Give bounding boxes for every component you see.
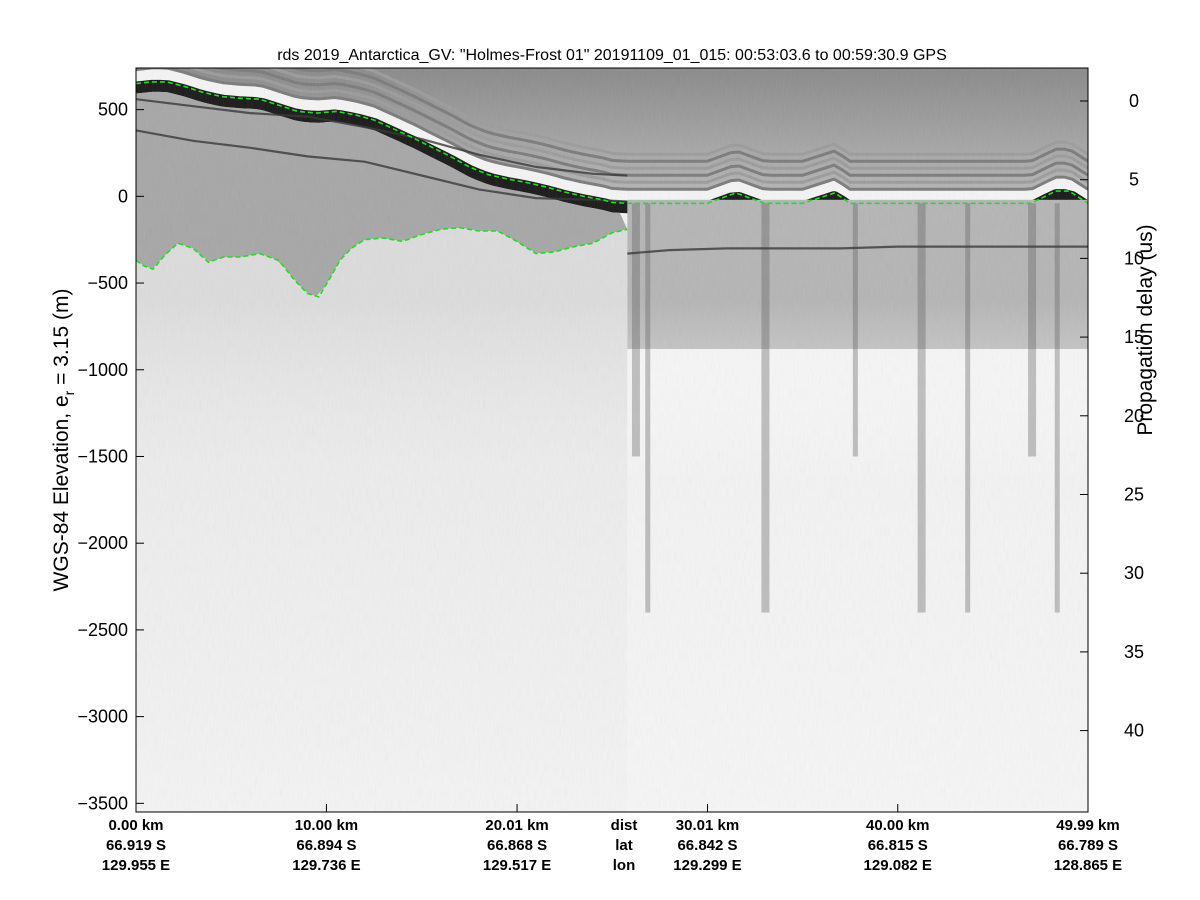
bottom-dist-label: 49.99 km (1056, 817, 1119, 834)
bottom-lon-label: 129.082 E (864, 857, 932, 874)
right-tick-label: 15 (1124, 327, 1144, 347)
left-tick-label: −1500 (77, 446, 128, 466)
left-tick-label: 0 (118, 186, 128, 206)
internal-layer (627, 245, 1088, 255)
bottom-row-header-dist: dist (611, 817, 638, 834)
left-tick-label: −500 (87, 273, 128, 293)
speckle-texture (136, 68, 1088, 812)
bottom-lon-label: 129.955 E (102, 857, 170, 874)
bottom-row-header-lat: lat (615, 837, 633, 854)
left-axis-label: WGS-84 Elevation, er = 3.15 (m) (50, 289, 77, 592)
right-tick-label: 40 (1124, 721, 1144, 741)
right-axis-label: Propagation delay (us) (1134, 224, 1157, 435)
internal-layer (136, 98, 628, 177)
right-tick-label: 20 (1124, 406, 1144, 426)
internal-layer (136, 129, 628, 203)
bottom-lat-label: 66.868 S (487, 837, 547, 854)
left-tick-label: −1000 (77, 360, 128, 380)
bottom-dist-label: 20.01 km (485, 817, 548, 834)
right-tick-label: 35 (1124, 642, 1144, 662)
internal-layers (136, 98, 1088, 255)
bottom-dist-label: 0.00 km (108, 817, 163, 834)
bottom-row-header-lon: lon (613, 857, 636, 874)
bottom-lon-label: 129.299 E (673, 857, 741, 874)
layer-picks (136, 81, 1088, 298)
right-tick-label: 5 (1129, 170, 1139, 190)
plot-frame (135, 67, 1089, 813)
bottom-x-axis: 0.00 km 66.919 S 129.955 E 10.00 km 66.894 S… (102, 804, 1122, 874)
bottom-lon-label: 129.736 E (292, 857, 360, 874)
left-y-axis: 500 0 −500 −1000 −1500 −2000 −2500 −3000 −3500 (77, 100, 144, 813)
surface-pick-line (136, 81, 1088, 205)
chart-title: rds 2019_Antarctica_GV: "Holmes-Frost 01… (277, 47, 947, 64)
left-tick-label: −2500 (77, 620, 128, 640)
right-tick-label: 0 (1129, 91, 1139, 111)
left-tick-label: −3000 (77, 707, 128, 727)
bottom-lon-label: 128.865 E (1054, 857, 1122, 874)
bottom-lat-label: 66.842 S (677, 837, 737, 854)
bottom-lon-label: 129.517 E (483, 857, 551, 874)
bottom-lat-label: 66.894 S (296, 837, 356, 854)
echogram-plot (136, 68, 1088, 812)
right-tick-label: 25 (1124, 485, 1144, 505)
bottom-lat-label: 66.815 S (868, 837, 928, 854)
bottom-dist-label: 10.00 km (295, 817, 358, 834)
left-tick-label: −3500 (77, 793, 128, 813)
bottom-dist-label: 30.01 km (676, 817, 739, 834)
bed-pick-line (136, 226, 628, 298)
bottom-lat-label: 66.789 S (1058, 837, 1118, 854)
bottom-dist-label: 40.00 km (866, 817, 929, 834)
right-tick-label: 30 (1124, 563, 1144, 583)
bottom-lat-label: 66.919 S (106, 837, 166, 854)
left-tick-label: −2000 (77, 533, 128, 553)
left-tick-label: 500 (98, 100, 128, 120)
right-tick-label: 10 (1124, 248, 1144, 268)
right-y-axis: 0 5 10 15 20 25 30 35 40 (1080, 91, 1144, 741)
